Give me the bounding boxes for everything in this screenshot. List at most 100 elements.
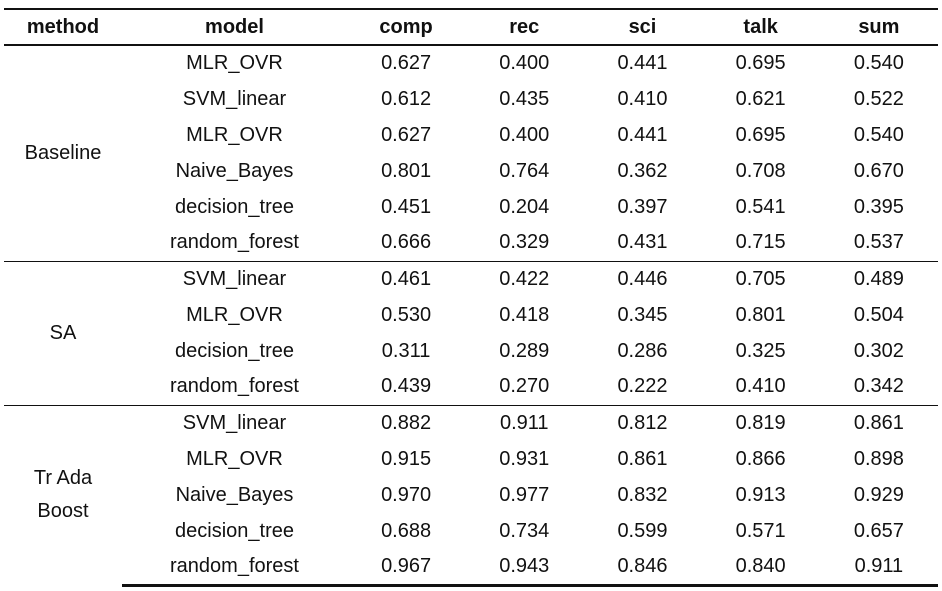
- table-row: random_forest 0.666 0.329 0.431 0.715 0.…: [4, 225, 938, 261]
- sci-cell: 0.410: [617, 87, 668, 110]
- sum-cell: 0.342: [853, 375, 904, 398]
- rec-cell: 0.977: [499, 483, 550, 506]
- model-cell: MLR_OVR: [186, 303, 283, 326]
- sci-cell: 0.812: [583, 404, 702, 441]
- talk-cell: 0.866: [735, 447, 786, 470]
- comp-cell: 0.311: [381, 339, 431, 362]
- sum-cell: 0.657: [853, 519, 904, 542]
- sci-cell: 0.397: [617, 195, 668, 218]
- rec-cell: 0.734: [499, 519, 550, 542]
- talk-cell: 0.621: [735, 87, 786, 110]
- table-row: MLR_OVR 0.530 0.418 0.345 0.801 0.504: [4, 297, 938, 333]
- sum-cell: 0.540: [853, 123, 904, 146]
- table-row: random_forest 0.439 0.270 0.222 0.410 0.…: [4, 369, 938, 405]
- sum-cell: 0.504: [853, 303, 904, 326]
- talk-cell: 0.541: [735, 195, 786, 218]
- table-header: method model comp rec sci talk sum: [4, 9, 938, 45]
- group-baseline: Baseline MLR_OVR 0.627 0.400 0.441 0.695…: [4, 45, 938, 261]
- comp-cell: 0.612: [381, 87, 432, 110]
- table-row: decision_tree 0.688 0.734 0.599 0.571 0.…: [4, 513, 938, 549]
- model-cell: SVM_linear: [122, 404, 347, 441]
- sum-cell: 0.395: [853, 195, 904, 218]
- talk-cell: 0.410: [735, 375, 786, 398]
- sci-cell: 0.431: [617, 231, 668, 254]
- rec-cell: 0.400: [499, 52, 550, 74]
- rec-cell: 0.329: [499, 231, 550, 254]
- table-row: MLR_OVR 0.915 0.931 0.861 0.866 0.898: [4, 441, 938, 477]
- talk-cell: 0.715: [735, 231, 786, 254]
- table-row: Naive_Bayes 0.970 0.977 0.832 0.913 0.92…: [4, 477, 938, 513]
- sci-cell: 0.345: [617, 303, 668, 326]
- sum-cell: 0.522: [853, 87, 904, 110]
- table-row: Tr Ada Boost SVM_linear 0.882 0.911 0.81…: [4, 404, 938, 585]
- rec-cell: 0.422: [465, 260, 584, 297]
- talk-cell: 0.801: [735, 303, 786, 326]
- sum-cell: 0.898: [853, 447, 904, 470]
- sum-cell: 0.489: [819, 260, 938, 297]
- rec-cell: 0.400: [499, 123, 550, 146]
- comp-cell: 0.967: [347, 549, 466, 587]
- talk-cell: 0.571: [735, 519, 786, 542]
- results-table: method model comp rec sci talk sum Basel…: [4, 8, 938, 587]
- table-row: Baseline MLR_OVR 0.627 0.400 0.441 0.695…: [4, 45, 938, 164]
- rec-cell: 0.435: [499, 87, 550, 110]
- comp-cell: 0.439: [381, 375, 432, 398]
- header-sci: sci: [628, 15, 657, 38]
- method-cell-tradaboost: Tr Ada Boost: [4, 404, 122, 585]
- sum-cell: 0.537: [853, 231, 904, 254]
- method-label-line2: Boost: [37, 500, 89, 523]
- sum-cell: 0.911: [819, 549, 938, 587]
- sum-cell: 0.861: [819, 404, 938, 441]
- sci-cell: 0.441: [617, 123, 668, 146]
- table-row: random_forest 0.967 0.943 0.846 0.840 0.…: [4, 549, 938, 587]
- header-sum: sum: [858, 15, 900, 38]
- comp-cell: 0.627: [381, 123, 432, 146]
- header-row: method model comp rec sci talk sum: [4, 9, 938, 45]
- model-cell: random_forest: [170, 375, 299, 398]
- model-cell: random_forest: [170, 231, 299, 254]
- header-method: method: [26, 15, 100, 38]
- comp-cell: 0.882: [347, 404, 466, 441]
- table-row: decision_tree 0.311 0.289 0.286 0.325 0.…: [4, 333, 938, 369]
- talk-cell: 0.695: [735, 123, 786, 146]
- sum-cell: 0.302: [853, 339, 904, 362]
- method-cell-sa: SA: [4, 260, 122, 405]
- rec-cell: 0.943: [465, 549, 584, 587]
- group-sa: SA SVM_linear 0.461 0.422 0.446 0.705 0.…: [4, 260, 938, 405]
- rec-cell: 0.204: [499, 195, 550, 218]
- sci-cell: 0.846: [583, 549, 702, 587]
- rec-cell: 0.931: [499, 447, 550, 470]
- sci-cell: 0.446: [583, 260, 702, 297]
- comp-cell: 0.530: [381, 303, 432, 326]
- comp-cell: 0.461: [347, 260, 466, 297]
- method-cell-baseline: Baseline: [24, 141, 102, 164]
- header-model: model: [205, 15, 264, 38]
- table-row: decision_tree 0.451 0.204 0.397 0.541 0.…: [4, 189, 938, 225]
- rec-cell: 0.764: [499, 159, 550, 182]
- model-cell: MLR_OVR: [186, 447, 283, 470]
- model-cell: MLR_OVR: [186, 123, 283, 146]
- sum-cell: 0.670: [853, 159, 904, 182]
- rec-cell: 0.289: [499, 339, 550, 362]
- sci-cell: 0.286: [617, 339, 668, 362]
- model-cell: decision_tree: [175, 519, 294, 542]
- talk-cell: 0.705: [701, 260, 820, 297]
- talk-cell: 0.708: [735, 159, 786, 182]
- table-row: MLR_OVR 0.627 0.400 0.441 0.695 0.540: [4, 117, 938, 153]
- talk-cell: 0.325: [735, 339, 786, 362]
- header-comp: comp: [379, 15, 433, 38]
- comp-cell: 0.666: [381, 231, 432, 254]
- table-row: SVM_linear 0.612 0.435 0.410 0.621 0.522: [4, 81, 938, 117]
- model-cell: Naive_Bayes: [175, 483, 294, 506]
- model-cell: Naive_Bayes: [175, 159, 294, 182]
- rec-cell: 0.270: [499, 375, 550, 398]
- comp-cell: 0.627: [381, 52, 432, 74]
- rec-cell: 0.418: [499, 303, 550, 326]
- sum-cell: 0.929: [853, 483, 904, 506]
- talk-cell: 0.695: [735, 52, 786, 74]
- table-row: SA SVM_linear 0.461 0.422 0.446 0.705 0.…: [4, 260, 938, 405]
- group-tradaboost: Tr Ada Boost SVM_linear 0.882 0.911 0.81…: [4, 404, 938, 587]
- sci-cell: 0.861: [617, 447, 668, 470]
- sci-cell: 0.441: [617, 52, 668, 74]
